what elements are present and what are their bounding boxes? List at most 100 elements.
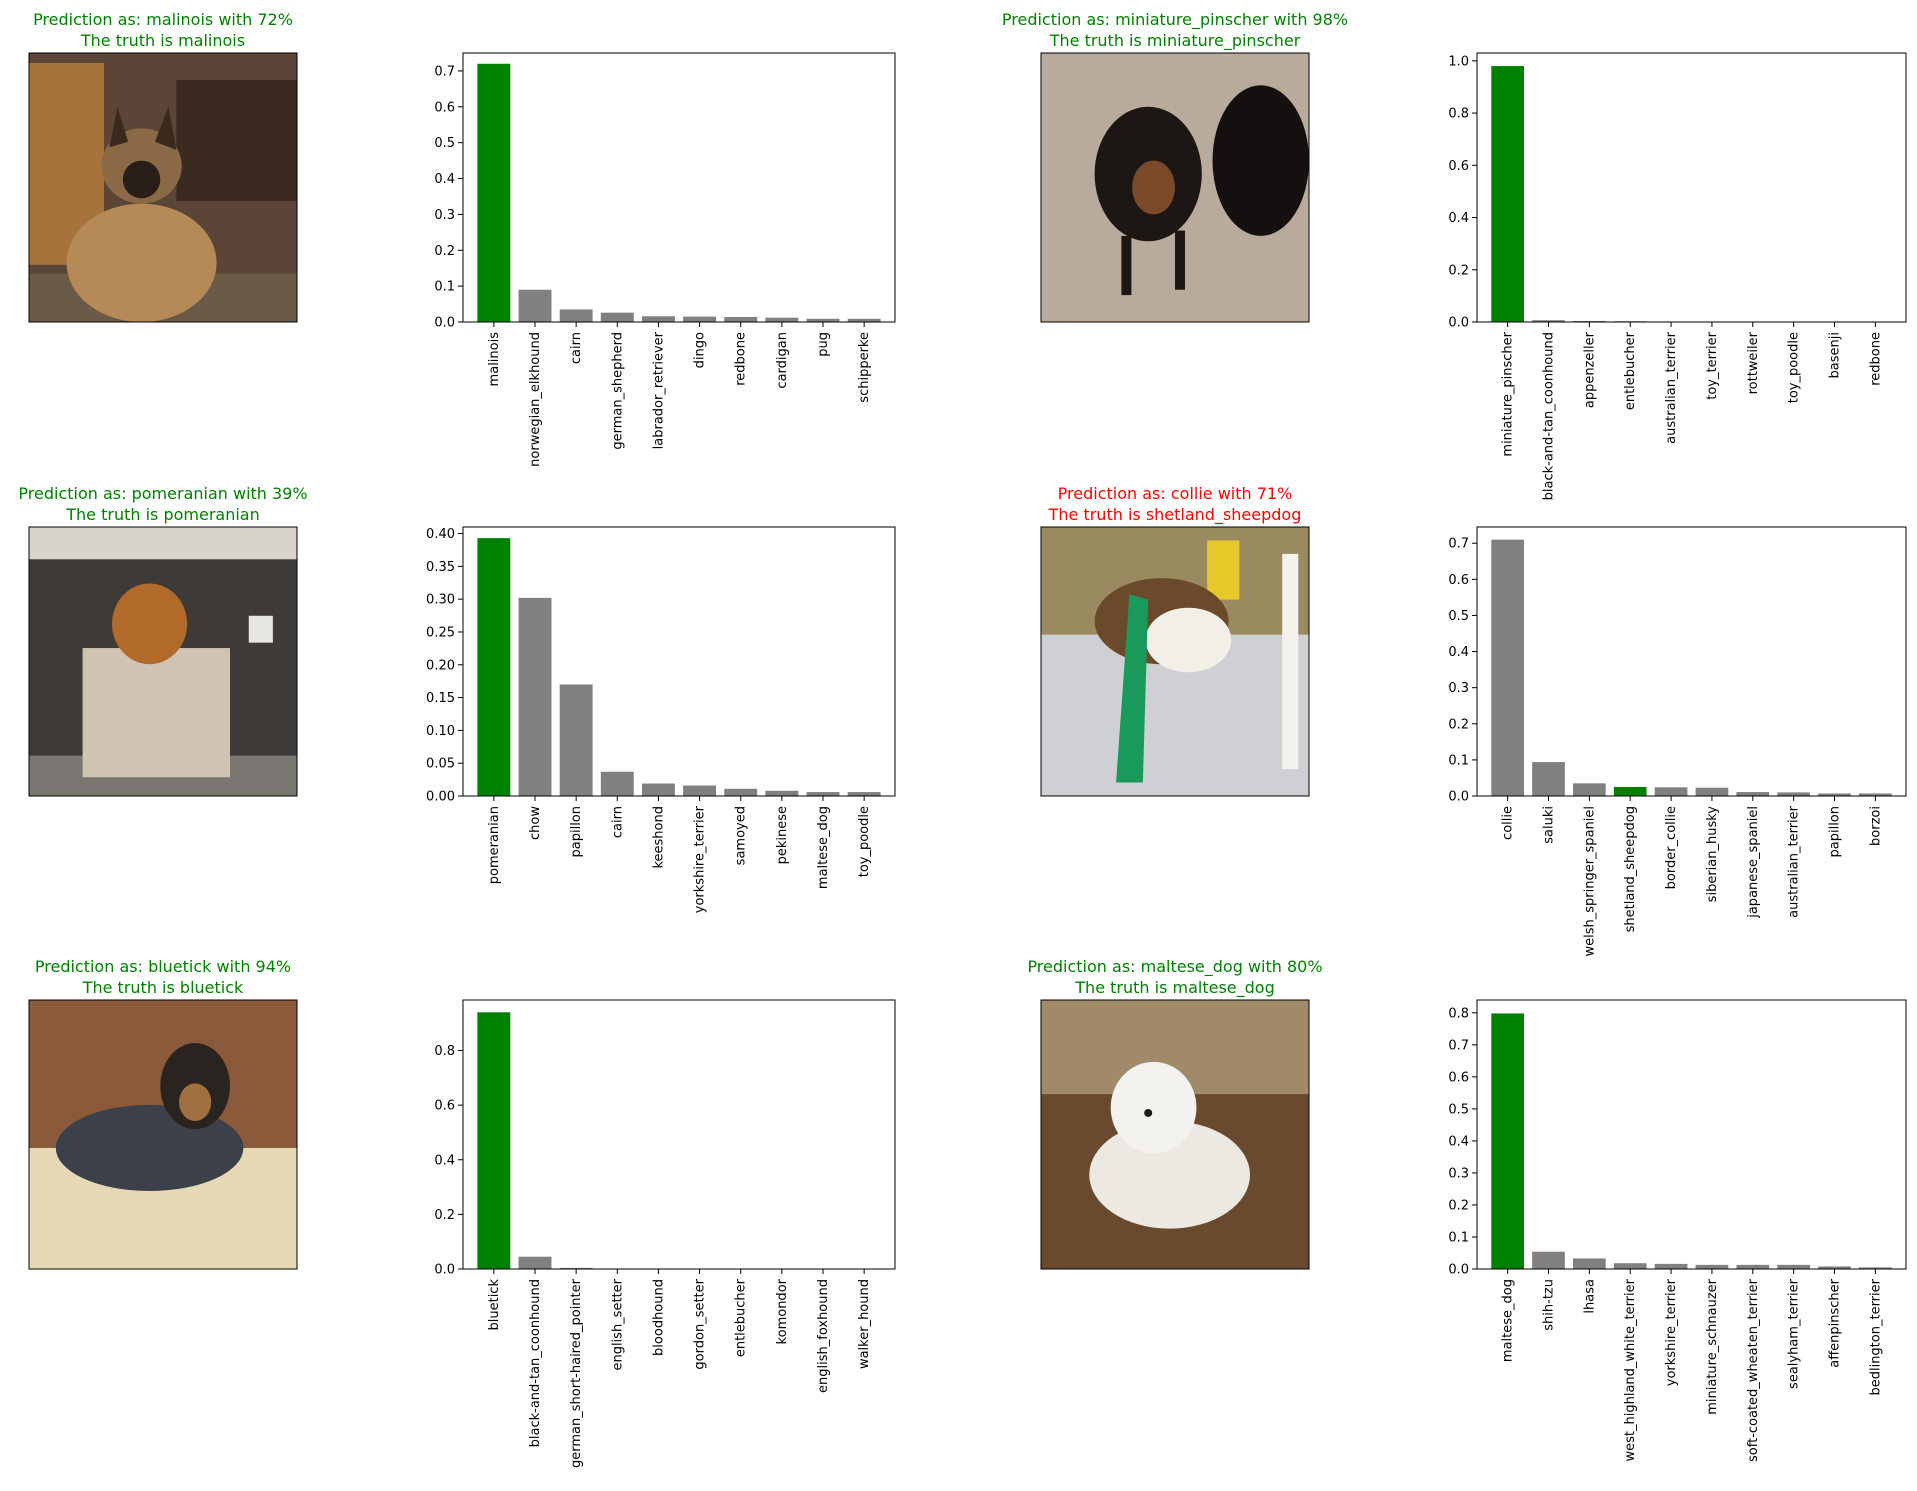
x-tick-label: miniature_schnauzer bbox=[1705, 1278, 1720, 1414]
x-tick-label: pekinese bbox=[775, 806, 790, 864]
x-tick-label: black-and-tan_coonhound bbox=[1542, 332, 1557, 500]
y-tick-label: 0.1 bbox=[1448, 1230, 1469, 1245]
x-tick-label: gordon_setter bbox=[693, 1278, 708, 1369]
x-tick-label: labrador_retriever bbox=[651, 331, 666, 449]
y-tick-label: 0.10 bbox=[426, 724, 455, 739]
y-tick-label: 0.7 bbox=[1448, 1038, 1469, 1053]
y-tick-label: 0.05 bbox=[426, 757, 455, 772]
bar-cardigan bbox=[765, 317, 799, 322]
bar-schipperke bbox=[847, 318, 881, 322]
prediction-title: Prediction as: miniature_pinscher with 9… bbox=[1002, 10, 1348, 30]
photo-panel: Prediction as: bluetick with 94% The trut… bbox=[28, 957, 298, 1270]
y-tick-label: 0.2 bbox=[1448, 263, 1469, 278]
x-tick-label: schipperke bbox=[857, 332, 872, 403]
bar-chart: collie saluki welsh_springer_spaniel shetla… bbox=[1448, 526, 1907, 957]
dog-photo bbox=[29, 53, 297, 322]
y-tick-label: 0.0 bbox=[1448, 790, 1469, 805]
x-tick-label: cairn bbox=[610, 806, 625, 838]
bar-japanese_spaniel bbox=[1736, 792, 1770, 796]
truth-title: The truth is miniature_pinscher bbox=[1049, 31, 1301, 51]
y-tick-label: 0.8 bbox=[1448, 107, 1469, 122]
bar-soft-coated_wheaten_terrier bbox=[1736, 1264, 1770, 1269]
bar-malinois bbox=[477, 63, 511, 322]
bar-chart: malinois norwegian_elkhound cairn german_sh… bbox=[434, 52, 896, 467]
bar-black-and-tan_coonhound bbox=[1532, 320, 1565, 322]
x-tick-label: pug bbox=[816, 332, 831, 357]
x-tick-label: japanese_spaniel bbox=[1746, 806, 1761, 919]
y-tick-label: 0.4 bbox=[434, 1153, 455, 1168]
y-tick-label: 0.3 bbox=[1448, 1166, 1469, 1181]
bar-collie bbox=[1491, 539, 1524, 796]
bar-bluetick bbox=[477, 1012, 511, 1269]
axes-frame bbox=[1476, 52, 1907, 323]
x-tick-label: redbone bbox=[734, 332, 749, 386]
axes-frame bbox=[1476, 526, 1907, 797]
y-tick-label: 0.0 bbox=[1448, 316, 1469, 331]
bar-bedlington_terrier bbox=[1859, 1267, 1892, 1269]
x-tick-label: keeshond bbox=[651, 806, 666, 869]
x-tick-label: west_highland_white_terrier bbox=[1623, 1278, 1638, 1461]
bar-lhasa bbox=[1573, 1258, 1606, 1269]
y-tick-label: 0.4 bbox=[434, 172, 455, 187]
bar-australian_terrier bbox=[1777, 792, 1810, 796]
y-tick-label: 0.1 bbox=[434, 280, 455, 295]
y-tick-label: 0.1 bbox=[1448, 753, 1469, 768]
bar-pug bbox=[806, 318, 840, 322]
bar-shih-tzu bbox=[1532, 1251, 1565, 1269]
x-tick-label: papillon bbox=[569, 806, 584, 858]
bar-papillon bbox=[1818, 793, 1851, 796]
x-tick-label: miniature_pinscher bbox=[1501, 331, 1516, 456]
x-tick-label: walker_hound bbox=[857, 1279, 872, 1369]
x-tick-label: entlebucher bbox=[734, 1278, 749, 1357]
photo-panel: Prediction as: miniature_pinscher with 9… bbox=[1002, 10, 1348, 323]
x-tick-label: toy_poodle bbox=[857, 806, 872, 877]
x-tick-label: bloodhound bbox=[651, 1279, 666, 1356]
y-tick-label: 0.6 bbox=[1448, 159, 1469, 174]
axes-frame bbox=[462, 52, 896, 323]
truth-title: The truth is bluetick bbox=[82, 978, 244, 997]
bar-sealyham_terrier bbox=[1777, 1264, 1810, 1269]
y-tick-label: 0.4 bbox=[1448, 211, 1469, 226]
photo-frame bbox=[28, 999, 298, 1270]
y-tick-label: 0.7 bbox=[1448, 537, 1469, 552]
bar-papillon bbox=[559, 684, 593, 796]
x-tick-label: yorkshire_terrier bbox=[1664, 1278, 1679, 1386]
x-tick-label: entlebucher bbox=[1623, 331, 1638, 410]
x-tick-label: collie bbox=[1501, 806, 1516, 840]
y-tick-label: 0.6 bbox=[1448, 573, 1469, 588]
axes-frame bbox=[462, 526, 896, 797]
x-tick-label: english_foxhound bbox=[816, 1279, 831, 1393]
bar-norwegian_elkhound bbox=[518, 289, 552, 322]
bar-maltese_dog bbox=[806, 792, 840, 796]
x-tick-label: appenzeller bbox=[1582, 331, 1597, 408]
prediction-title: Prediction as: maltese_dog with 80% bbox=[1027, 957, 1322, 977]
x-tick-label: dingo bbox=[693, 332, 708, 368]
bar-borzoi bbox=[1859, 793, 1892, 796]
bar-cairn bbox=[559, 309, 593, 322]
photo-frame bbox=[28, 526, 298, 797]
bar-affenpinscher bbox=[1818, 1266, 1851, 1269]
x-tick-label: rottweiler bbox=[1746, 331, 1761, 394]
x-tick-label: sealyham_terrier bbox=[1787, 1278, 1802, 1389]
y-tick-label: 0.7 bbox=[434, 64, 455, 79]
truth-title: The truth is pomeranian bbox=[65, 505, 260, 524]
photo-frame bbox=[1040, 999, 1310, 1270]
y-tick-label: 0.2 bbox=[434, 1208, 455, 1223]
photo-panel: Prediction as: maltese_dog with 80%The t… bbox=[1027, 957, 1323, 1270]
bar-chart: miniature_pinscher black-and-tan_coonhoun… bbox=[1448, 52, 1907, 500]
x-tick-label: border_collie bbox=[1664, 806, 1679, 889]
dog-photo bbox=[1041, 53, 1309, 322]
y-tick-label: 0.20 bbox=[426, 658, 455, 673]
y-tick-label: 0.00 bbox=[426, 790, 455, 805]
bar-redbone bbox=[724, 316, 758, 322]
x-tick-label: norwegian_elkhound bbox=[528, 332, 543, 467]
photo-panel: Prediction as: malinois with 72% The trut… bbox=[28, 10, 298, 323]
bar-toy_poodle bbox=[847, 792, 881, 796]
axes-frame bbox=[462, 999, 896, 1270]
dog-photo bbox=[1041, 527, 1309, 796]
x-tick-label: borzoi bbox=[1868, 806, 1883, 846]
x-tick-label: pomeranian bbox=[487, 806, 502, 884]
x-tick-label: german_short-haired_pointer bbox=[569, 1278, 584, 1468]
prediction-title: Prediction as: malinois with 72% bbox=[33, 10, 293, 29]
